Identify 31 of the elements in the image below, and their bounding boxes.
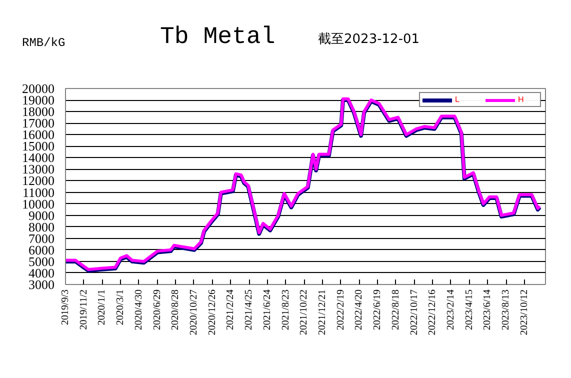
x-tick-label: 2019/11/2 (78, 290, 90, 330)
x-tick-label: 2021/12/21 (316, 289, 328, 336)
x-tick-label: 2020/12/26 (206, 289, 218, 336)
x-tick-label: 2023/2/14 (445, 289, 456, 330)
chart-title: Tb Metal (160, 24, 276, 51)
x-tick-label: 2019/9/3 (60, 289, 71, 326)
x-tick-label: 2023/8/13 (500, 289, 512, 330)
y-axis-title: RMB/kG (22, 36, 66, 50)
x-tick-label: 2021/10/22 (298, 289, 310, 336)
legend-label: H (518, 95, 525, 104)
x-tick-label: 2022/12/16 (427, 289, 438, 336)
x-tick-label: 2021/6/24 (262, 289, 273, 330)
x-tick-label: 2023/6/14 (482, 289, 494, 330)
x-tick-label: 2022/6/19 (372, 289, 384, 330)
chart-subtitle: 截至2023-12-01 (318, 31, 420, 48)
x-tick-label: 2020/6/29 (152, 289, 163, 330)
x-tick-label: 2021/8/23 (280, 289, 292, 330)
x-tick-label: 2023/10/12 (518, 289, 530, 336)
x-tick-label: 2020/3/1 (115, 289, 126, 326)
x-tick-label: 2022/2/19 (335, 289, 346, 330)
x-tick-label: 2020/1/1 (96, 289, 108, 326)
x-tick-label: 2020/8/28 (170, 289, 182, 330)
x-tick-label: 2022/10/17 (408, 289, 420, 336)
legend-label: L (455, 95, 460, 104)
x-tick-label: 2020/4/30 (133, 289, 144, 330)
x-tick-label: 2021/2/24 (225, 289, 236, 330)
x-tick-label: 2020/10/27 (188, 289, 200, 336)
x-tick-label: 2022/8/18 (390, 289, 402, 330)
x-tick-label: 2021/4/25 (244, 289, 255, 330)
x-tick-label: 2022/4/20 (354, 289, 365, 330)
x-tick-label: 2023/4/15 (464, 289, 475, 330)
